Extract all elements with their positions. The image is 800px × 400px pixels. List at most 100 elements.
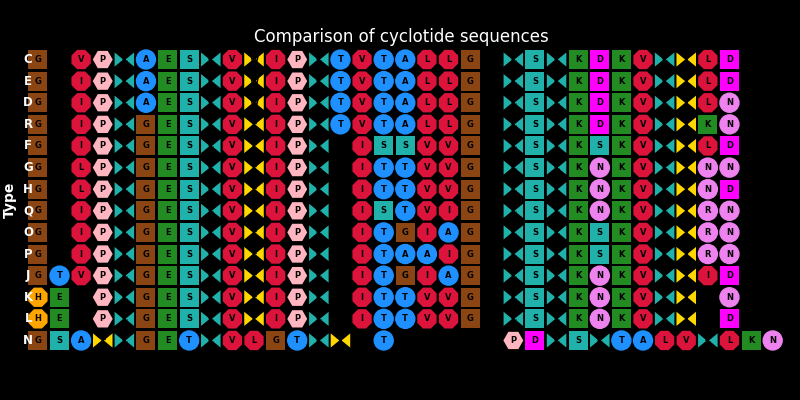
Text: C: C — [208, 271, 214, 280]
Text: K: K — [575, 163, 582, 172]
FancyBboxPatch shape — [569, 288, 588, 307]
FancyBboxPatch shape — [396, 136, 415, 156]
Polygon shape — [308, 138, 330, 154]
Text: L: L — [78, 185, 84, 194]
Polygon shape — [353, 180, 372, 199]
Polygon shape — [243, 310, 265, 328]
Text: S: S — [532, 77, 538, 86]
Text: P: P — [100, 77, 106, 86]
Text: D: D — [726, 55, 733, 64]
FancyBboxPatch shape — [590, 223, 610, 242]
Text: W: W — [250, 55, 258, 64]
Text: E: E — [165, 98, 170, 107]
Text: C: C — [554, 98, 560, 107]
Polygon shape — [114, 310, 135, 328]
Text: C: C — [510, 206, 517, 215]
FancyBboxPatch shape — [720, 72, 739, 91]
Text: S: S — [597, 250, 602, 258]
Circle shape — [288, 331, 306, 350]
Text: E: E — [165, 336, 170, 345]
Text: S: S — [532, 185, 538, 194]
Text: Y: Y — [683, 228, 690, 237]
Text: C: C — [316, 206, 322, 215]
Text: V: V — [424, 206, 430, 215]
Text: G: G — [272, 336, 279, 345]
Polygon shape — [546, 246, 567, 262]
Text: V: V — [640, 142, 646, 150]
Circle shape — [50, 266, 69, 285]
Polygon shape — [266, 115, 286, 134]
Text: T: T — [338, 55, 343, 64]
Polygon shape — [287, 159, 307, 176]
Text: Y: Y — [683, 142, 690, 150]
Polygon shape — [654, 51, 675, 68]
Polygon shape — [654, 72, 675, 90]
Polygon shape — [243, 94, 265, 111]
Polygon shape — [503, 202, 524, 219]
Polygon shape — [634, 223, 653, 242]
FancyBboxPatch shape — [29, 158, 47, 177]
Text: V: V — [229, 98, 236, 107]
Polygon shape — [418, 309, 437, 328]
Polygon shape — [308, 224, 330, 241]
Polygon shape — [71, 180, 90, 199]
Text: P: P — [100, 206, 106, 215]
FancyBboxPatch shape — [158, 115, 177, 134]
Text: C: C — [208, 98, 214, 107]
Polygon shape — [353, 50, 372, 69]
Circle shape — [418, 244, 437, 264]
Text: C: C — [208, 142, 214, 150]
Text: C: C — [662, 206, 668, 215]
FancyBboxPatch shape — [569, 331, 588, 350]
Text: C: C — [24, 53, 33, 66]
Polygon shape — [720, 331, 739, 350]
Text: C: C — [662, 142, 668, 150]
Text: C: C — [554, 142, 560, 150]
Text: E: E — [57, 314, 62, 323]
FancyBboxPatch shape — [137, 331, 155, 350]
FancyBboxPatch shape — [29, 223, 47, 242]
FancyBboxPatch shape — [612, 244, 631, 264]
Text: R: R — [705, 228, 711, 237]
Text: V: V — [78, 271, 84, 280]
Polygon shape — [634, 244, 653, 264]
FancyBboxPatch shape — [461, 309, 480, 328]
Text: W: W — [250, 77, 258, 86]
Text: S: S — [532, 142, 538, 150]
Text: D: D — [596, 120, 603, 129]
Text: P: P — [294, 185, 300, 194]
FancyBboxPatch shape — [158, 201, 177, 220]
Polygon shape — [676, 138, 697, 154]
Text: C: C — [122, 271, 127, 280]
Polygon shape — [654, 181, 675, 198]
Text: C: C — [705, 336, 711, 345]
Polygon shape — [266, 309, 286, 328]
Polygon shape — [308, 116, 330, 133]
FancyBboxPatch shape — [137, 288, 155, 307]
FancyBboxPatch shape — [569, 244, 588, 264]
FancyBboxPatch shape — [29, 136, 47, 156]
Polygon shape — [114, 72, 135, 90]
Polygon shape — [308, 267, 330, 284]
Text: C: C — [122, 293, 127, 302]
Polygon shape — [634, 158, 653, 177]
Polygon shape — [353, 244, 372, 264]
Text: V: V — [359, 55, 366, 64]
Circle shape — [590, 201, 610, 220]
Polygon shape — [503, 159, 524, 176]
Text: C: C — [122, 77, 127, 86]
Polygon shape — [353, 288, 372, 307]
Text: C: C — [316, 77, 322, 86]
Polygon shape — [698, 136, 718, 156]
Circle shape — [396, 115, 415, 134]
FancyBboxPatch shape — [698, 115, 718, 134]
Text: E: E — [165, 271, 170, 280]
Polygon shape — [200, 94, 222, 111]
Text: S: S — [186, 293, 192, 302]
Polygon shape — [330, 332, 351, 349]
Polygon shape — [200, 72, 222, 90]
Polygon shape — [266, 266, 286, 285]
Text: T: T — [402, 206, 408, 215]
Text: V: V — [229, 163, 236, 172]
Text: C: C — [122, 314, 127, 323]
